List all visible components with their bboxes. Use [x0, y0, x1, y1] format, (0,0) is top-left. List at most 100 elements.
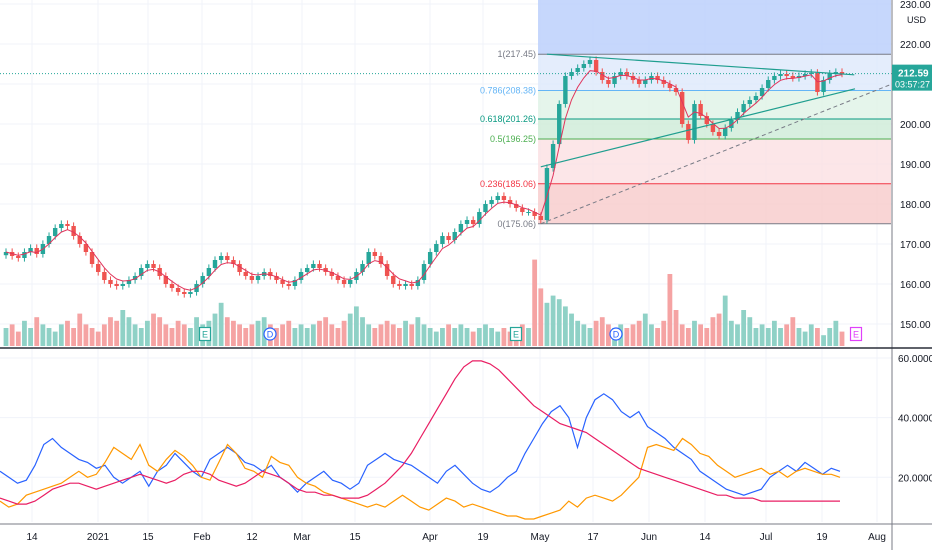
candle-body — [704, 116, 709, 124]
fib-level-label: 0.5(196.25) — [490, 134, 536, 144]
time-tick-label: 15 — [142, 532, 154, 543]
candle-body — [741, 104, 746, 112]
volume-bar — [722, 295, 728, 346]
earnings-marker-label: E — [513, 330, 519, 340]
volume-bar — [52, 331, 58, 346]
price-tick-label: 180.00 — [900, 200, 931, 211]
volume-bar — [587, 328, 593, 346]
candle-body — [163, 276, 169, 284]
candle-body — [71, 226, 76, 236]
volume-bar — [58, 324, 64, 346]
volume-bar — [575, 320, 581, 346]
volume-bar — [470, 331, 476, 346]
candle-body — [593, 60, 599, 72]
volume-bar — [778, 328, 783, 346]
candle-body — [59, 224, 64, 228]
time-tick-label: Mar — [293, 532, 311, 543]
time-tick-label: 19 — [477, 532, 489, 543]
candle-body — [169, 284, 175, 288]
volume-bar — [65, 320, 70, 346]
candle-body — [249, 276, 255, 280]
volume-bar — [593, 320, 599, 346]
candle-body — [618, 72, 623, 76]
candle-body — [335, 276, 341, 280]
volume-bar — [421, 324, 427, 346]
volume-bar — [495, 331, 501, 346]
candle-body — [292, 280, 298, 286]
volume-bar — [556, 299, 562, 346]
indicator-tick-label: 20.0000 — [898, 473, 932, 484]
candle-body — [501, 196, 507, 200]
candle-body — [329, 272, 334, 276]
candle-body — [446, 236, 451, 240]
candle-body — [839, 72, 845, 74]
volume-bar — [378, 324, 384, 346]
volume-bar — [446, 324, 451, 346]
candle-body — [759, 88, 765, 96]
candle-body — [612, 76, 617, 84]
price-tick-label: 190.00 — [900, 160, 931, 171]
candle-body — [772, 76, 777, 80]
candle-body — [397, 284, 402, 286]
last-price-label: 212.59 — [898, 69, 929, 80]
volume-bar — [581, 324, 587, 346]
candle-body — [440, 236, 445, 244]
candle-body — [587, 60, 593, 64]
triangle-upper-line — [546, 53, 855, 76]
volume-bar — [397, 328, 402, 346]
dividend-marker — [609, 327, 623, 341]
volume-bar — [771, 320, 777, 346]
candle-body — [218, 256, 224, 260]
candle-body — [679, 92, 685, 124]
candle-body — [563, 76, 568, 104]
candle-body — [624, 72, 630, 76]
grid-lines — [0, 0, 892, 522]
volume-bar — [440, 328, 445, 346]
volume-bar — [550, 295, 556, 346]
volume-bar — [759, 324, 765, 346]
earnings-marker-label: E — [853, 330, 859, 340]
volume-bar — [458, 324, 464, 346]
candle-body — [188, 292, 193, 294]
candle-body — [298, 272, 304, 280]
volume-bar — [716, 313, 722, 346]
candle-body — [833, 72, 839, 74]
time-tick-label: 19 — [816, 532, 828, 543]
candle-body — [126, 280, 132, 284]
volume-bar — [292, 328, 298, 346]
volume-bar — [833, 320, 839, 346]
candle-body — [403, 284, 408, 286]
time-tick-label: 12 — [246, 532, 258, 543]
candle-body — [151, 264, 156, 268]
volume-bar — [839, 331, 845, 346]
candle-body — [600, 72, 605, 80]
volume-bar — [310, 324, 316, 346]
volume-bar — [77, 313, 83, 346]
candle-body — [28, 248, 33, 252]
volume-bar — [249, 324, 255, 346]
candle-body — [643, 80, 648, 84]
candle-body — [237, 264, 242, 272]
volume-bar — [132, 324, 138, 346]
volume-bar — [304, 328, 310, 346]
volume-bar — [827, 328, 833, 346]
candle-body — [483, 204, 488, 212]
volume-bar — [231, 320, 236, 346]
volume-bar — [317, 320, 322, 346]
candle-body — [434, 244, 439, 252]
volume-bar — [735, 324, 740, 346]
candle-body — [427, 252, 433, 264]
volume-bar — [679, 324, 685, 346]
volume-bar — [95, 331, 101, 346]
volume-bar — [562, 306, 568, 346]
volume-bar — [323, 317, 329, 346]
candle-body — [16, 256, 21, 258]
candle-body — [723, 128, 728, 136]
fib-zone — [538, 183, 891, 224]
candle-body — [452, 232, 457, 240]
volume-bar — [796, 328, 802, 346]
earnings-marker — [849, 326, 863, 342]
volume-bar — [483, 324, 488, 346]
volume-bar — [538, 288, 544, 346]
